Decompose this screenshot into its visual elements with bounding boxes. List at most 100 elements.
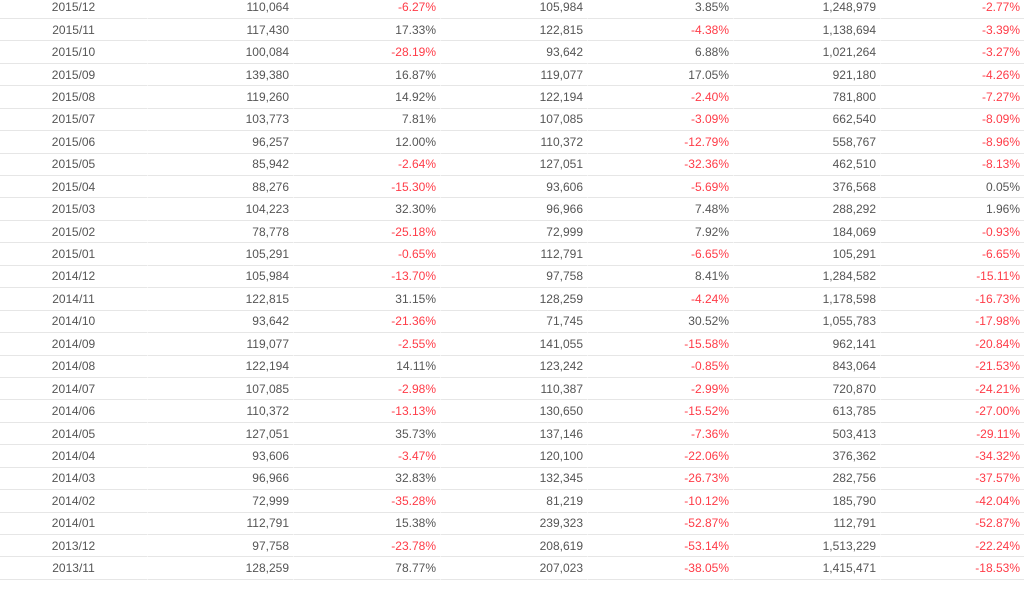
value-cell: 122,815: [147, 288, 293, 311]
compare-value-cell: 112,791: [440, 243, 587, 266]
month-cell: 2015/06: [0, 131, 147, 154]
cumulative-change-cell: -22.24%: [880, 535, 1024, 558]
compare-change-cell: -38.05%: [587, 557, 733, 580]
cumulative-change-cell: -3.39%: [880, 18, 1024, 42]
table-row: 2015/07 103,773 7.81% 107,085 -3.09% 662,540-…: [0, 108, 1024, 132]
value-cell: 112,791: [147, 512, 293, 535]
compare-change-cell: -6.65%: [587, 243, 733, 266]
value-cell: 100,084: [147, 41, 293, 64]
compare-value-cell: 107,085: [440, 108, 587, 132]
month-cell: 2015/03: [0, 198, 147, 221]
month-cell: 2014/01: [0, 513, 147, 535]
cumulative-value-cell: 105,291: [733, 243, 880, 266]
change-cell: -35.28%: [293, 490, 440, 513]
value-cell: 105,984: [147, 265, 293, 289]
cumulative-change-cell: -16.73%: [880, 288, 1024, 311]
change-cell: -2.55%: [293, 333, 440, 356]
value-cell: 96,966: [147, 467, 293, 491]
month-cell: 2014/05: [0, 423, 147, 446]
compare-change-cell: -7.36%: [587, 422, 733, 446]
table-row: 2015/12 110,064 -6.27% 105,984 3.85% 1,248,97…: [0, 0, 1024, 19]
month-cell: 2013/12: [0, 535, 147, 558]
change-cell: 78.77%: [293, 557, 440, 580]
cumulative-value-cell: 185,790: [733, 490, 880, 513]
table-row: 2015/02 78,778 -25.18% 72,999 7.92% 184,069 -0…: [0, 220, 1024, 244]
cumulative-value-cell: 184,069: [733, 220, 880, 244]
value-cell: 104,223: [147, 198, 293, 221]
change-cell: -2.64%: [293, 153, 440, 176]
cumulative-change-cell: -0.93%: [880, 220, 1024, 244]
cumulative-value-cell: 962,141: [733, 333, 880, 356]
cumulative-change-cell: -34.32%: [880, 445, 1024, 468]
compare-change-cell: -52.87%: [587, 512, 733, 535]
month-cell: 2015/05: [0, 154, 147, 176]
cumulative-change-cell: -3.27%: [880, 41, 1024, 64]
compare-change-cell: -26.73%: [587, 467, 733, 491]
table-row: 2014/12 105,984 -13.70% 97,758 8.41% 1,284,58…: [0, 265, 1024, 289]
table-row: 2014/01 112,791 15.38% 239,323 -52.87% 112,79…: [0, 512, 1024, 535]
value-cell: 88,276: [147, 176, 293, 199]
table-row: 2014/04 93,606 -3.47% 120,100 -22.06% 376,362…: [0, 445, 1024, 468]
cumulative-value-cell: 781,800: [733, 86, 880, 109]
month-cell: 2014/03: [0, 468, 147, 491]
cumulative-change-cell: -15.11%: [880, 265, 1024, 289]
cumulative-change-cell: -37.57%: [880, 467, 1024, 491]
cumulative-value-cell: 1,248,979: [733, 0, 880, 19]
cumulative-value-cell: 558,767: [733, 131, 880, 154]
month-cell: 2015/01: [0, 243, 147, 266]
cumulative-change-cell: -42.04%: [880, 490, 1024, 513]
compare-change-cell: -4.24%: [587, 288, 733, 311]
compare-value-cell: 93,606: [440, 176, 587, 199]
table-row: 2015/05 85,942 -2.64% 127,051 -32.36% 462,510…: [0, 153, 1024, 176]
compare-value-cell: 132,345: [440, 467, 587, 491]
value-cell: 110,064: [147, 0, 293, 19]
table-row: 2014/02 72,999 -35.28% 81,219 -10.12% 185,790…: [0, 490, 1024, 513]
month-cell: 2015/11: [0, 19, 147, 42]
cumulative-change-cell: -6.65%: [880, 243, 1024, 266]
change-cell: -13.70%: [293, 265, 440, 289]
table-row: 2014/11 122,815 31.15% 128,259 -4.24% 1,178,5…: [0, 288, 1024, 311]
table-body: 2015/12 110,064 -6.27% 105,984 3.85% 1,248,97…: [0, 0, 1024, 580]
compare-value-cell: 127,051: [440, 153, 587, 176]
month-cell: 2014/10: [0, 311, 147, 334]
table-row: 2014/10 93,642 -21.36% 71,745 30.52% 1,055,78…: [0, 310, 1024, 334]
value-cell: 105,291: [147, 243, 293, 266]
table-row: 2014/05 127,051 35.73% 137,146 -7.36% 503,413…: [0, 422, 1024, 446]
table-row: 2014/03 96,966 32.83% 132,345 -26.73% 282,756…: [0, 467, 1024, 491]
value-cell: 127,051: [147, 422, 293, 446]
cumulative-change-cell: -4.26%: [880, 63, 1024, 87]
table-row: 2013/11 128,259 78.77% 207,023 -38.05% 1,415,…: [0, 557, 1024, 580]
cumulative-value-cell: 503,413: [733, 422, 880, 446]
change-cell: 31.15%: [293, 288, 440, 311]
change-cell: 14.92%: [293, 86, 440, 109]
cumulative-value-cell: 1,055,783: [733, 310, 880, 334]
change-cell: -15.30%: [293, 176, 440, 199]
table-row: 2015/04 88,276 -15.30% 93,606 -5.69% 376,568 0…: [0, 176, 1024, 199]
compare-value-cell: 120,100: [440, 445, 587, 468]
compare-value-cell: 71,745: [440, 310, 587, 334]
cumulative-value-cell: 921,180: [733, 63, 880, 87]
cumulative-value-cell: 282,756: [733, 467, 880, 491]
table-row: 2014/06 110,372 -13.13% 130,650 -15.52% 613,7…: [0, 400, 1024, 423]
value-cell: 93,606: [147, 445, 293, 468]
month-cell: 2014/09: [0, 333, 147, 356]
compare-change-cell: 7.92%: [587, 220, 733, 244]
cumulative-value-cell: 1,284,582: [733, 265, 880, 289]
change-cell: 32.83%: [293, 467, 440, 491]
cumulative-change-cell: -21.53%: [880, 355, 1024, 378]
compare-value-cell: 208,619: [440, 535, 587, 558]
month-cell: 2015/09: [0, 64, 147, 87]
value-cell: 85,942: [147, 153, 293, 176]
value-cell: 128,259: [147, 557, 293, 580]
change-cell: -23.78%: [293, 535, 440, 558]
value-cell: 93,642: [147, 310, 293, 334]
compare-value-cell: 105,984: [440, 0, 587, 19]
value-cell: 110,372: [147, 400, 293, 423]
cumulative-value-cell: 462,510: [733, 153, 880, 176]
value-cell: 78,778: [147, 220, 293, 244]
table-row: 2015/09 139,380 16.87% 119,077 17.05% 921,180…: [0, 63, 1024, 87]
month-cell: 2015/08: [0, 86, 147, 109]
value-cell: 96,257: [147, 131, 293, 154]
month-cell: 2015/02: [0, 221, 147, 244]
change-cell: 7.81%: [293, 108, 440, 132]
